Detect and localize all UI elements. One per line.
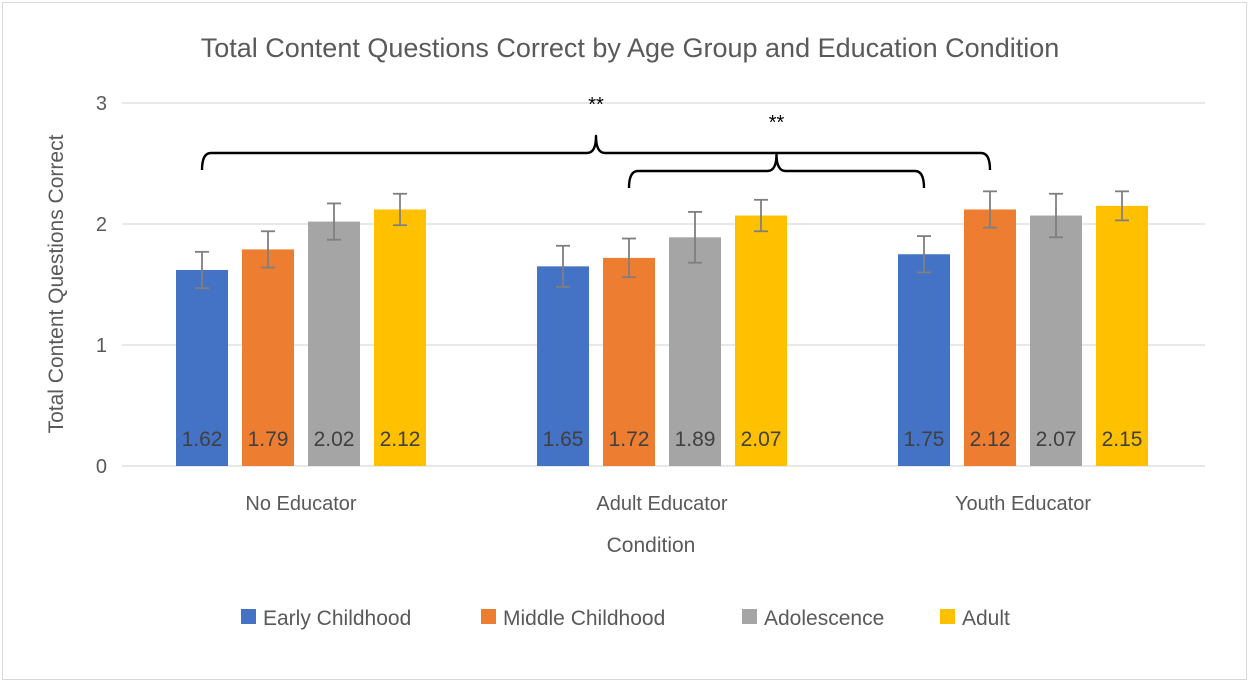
x-tick-label: No Educator — [245, 493, 357, 515]
legend-label: Adolescence — [764, 607, 884, 630]
y-axis-title: Total Content Questions Correct — [45, 134, 68, 433]
data-label: 1.89 — [675, 428, 716, 451]
data-label: 1.79 — [248, 428, 289, 451]
y-tick-label: 0 — [96, 456, 107, 478]
bar — [735, 215, 787, 466]
error-bars — [195, 190, 1129, 290]
data-label: 1.72 — [609, 428, 650, 451]
data-label: 2.12 — [380, 428, 421, 451]
data-label: 2.07 — [1036, 428, 1077, 451]
bar — [242, 249, 294, 466]
data-label: 2.15 — [1102, 428, 1143, 451]
data-label: 1.62 — [182, 428, 223, 451]
bar — [603, 257, 655, 466]
x-tick-label: Adult Educator — [596, 493, 728, 515]
significance-marker: ** — [588, 94, 604, 116]
significance-brackets: ** ** — [200, 94, 992, 189]
data-label: 2.07 — [741, 428, 782, 451]
y-axis-ticks: 0 1 2 3 — [96, 93, 107, 478]
x-axis-ticks: No Educator Adult Educator Youth Educator — [245, 493, 1091, 515]
bar — [1096, 205, 1148, 466]
data-label: 1.65 — [543, 428, 584, 451]
y-tick-label: 2 — [96, 214, 107, 236]
y-tick-label: 3 — [96, 93, 107, 115]
legend-swatch — [940, 609, 955, 624]
x-tick-label: Youth Educator — [955, 493, 1091, 515]
significance-marker: ** — [769, 112, 785, 134]
x-axis-title: Condition — [607, 534, 696, 557]
bar — [374, 209, 426, 467]
data-label: 2.12 — [970, 428, 1011, 451]
significance-bracket — [627, 152, 926, 189]
legend-label: Adult — [962, 607, 1010, 630]
legend-swatch — [481, 609, 496, 624]
legend-label: Early Childhood — [263, 607, 411, 630]
legend: Early Childhood Middle Childhood Adolescen… — [241, 607, 1010, 630]
bar — [669, 237, 721, 466]
y-tick-label: 1 — [96, 335, 107, 357]
bar — [176, 269, 228, 466]
bar — [964, 209, 1016, 467]
gridlines — [122, 102, 1205, 467]
bar — [898, 254, 950, 466]
data-label: 2.02 — [314, 428, 355, 451]
legend-swatch — [241, 609, 256, 624]
chart-title: Total Content Questions Correct by Age G… — [201, 33, 1060, 63]
data-labels: 1.62 1.79 2.02 2.12 1.65 1.72 1.89 2.07 1.75 2.12… — [182, 428, 1143, 451]
bars — [176, 205, 1148, 467]
legend-swatch — [742, 609, 757, 624]
significance-bracket — [200, 134, 992, 171]
legend-label: Middle Childhood — [503, 607, 665, 630]
bar — [537, 266, 589, 466]
bar — [308, 221, 360, 466]
bar — [1030, 215, 1082, 466]
data-label: 1.75 — [904, 428, 945, 451]
